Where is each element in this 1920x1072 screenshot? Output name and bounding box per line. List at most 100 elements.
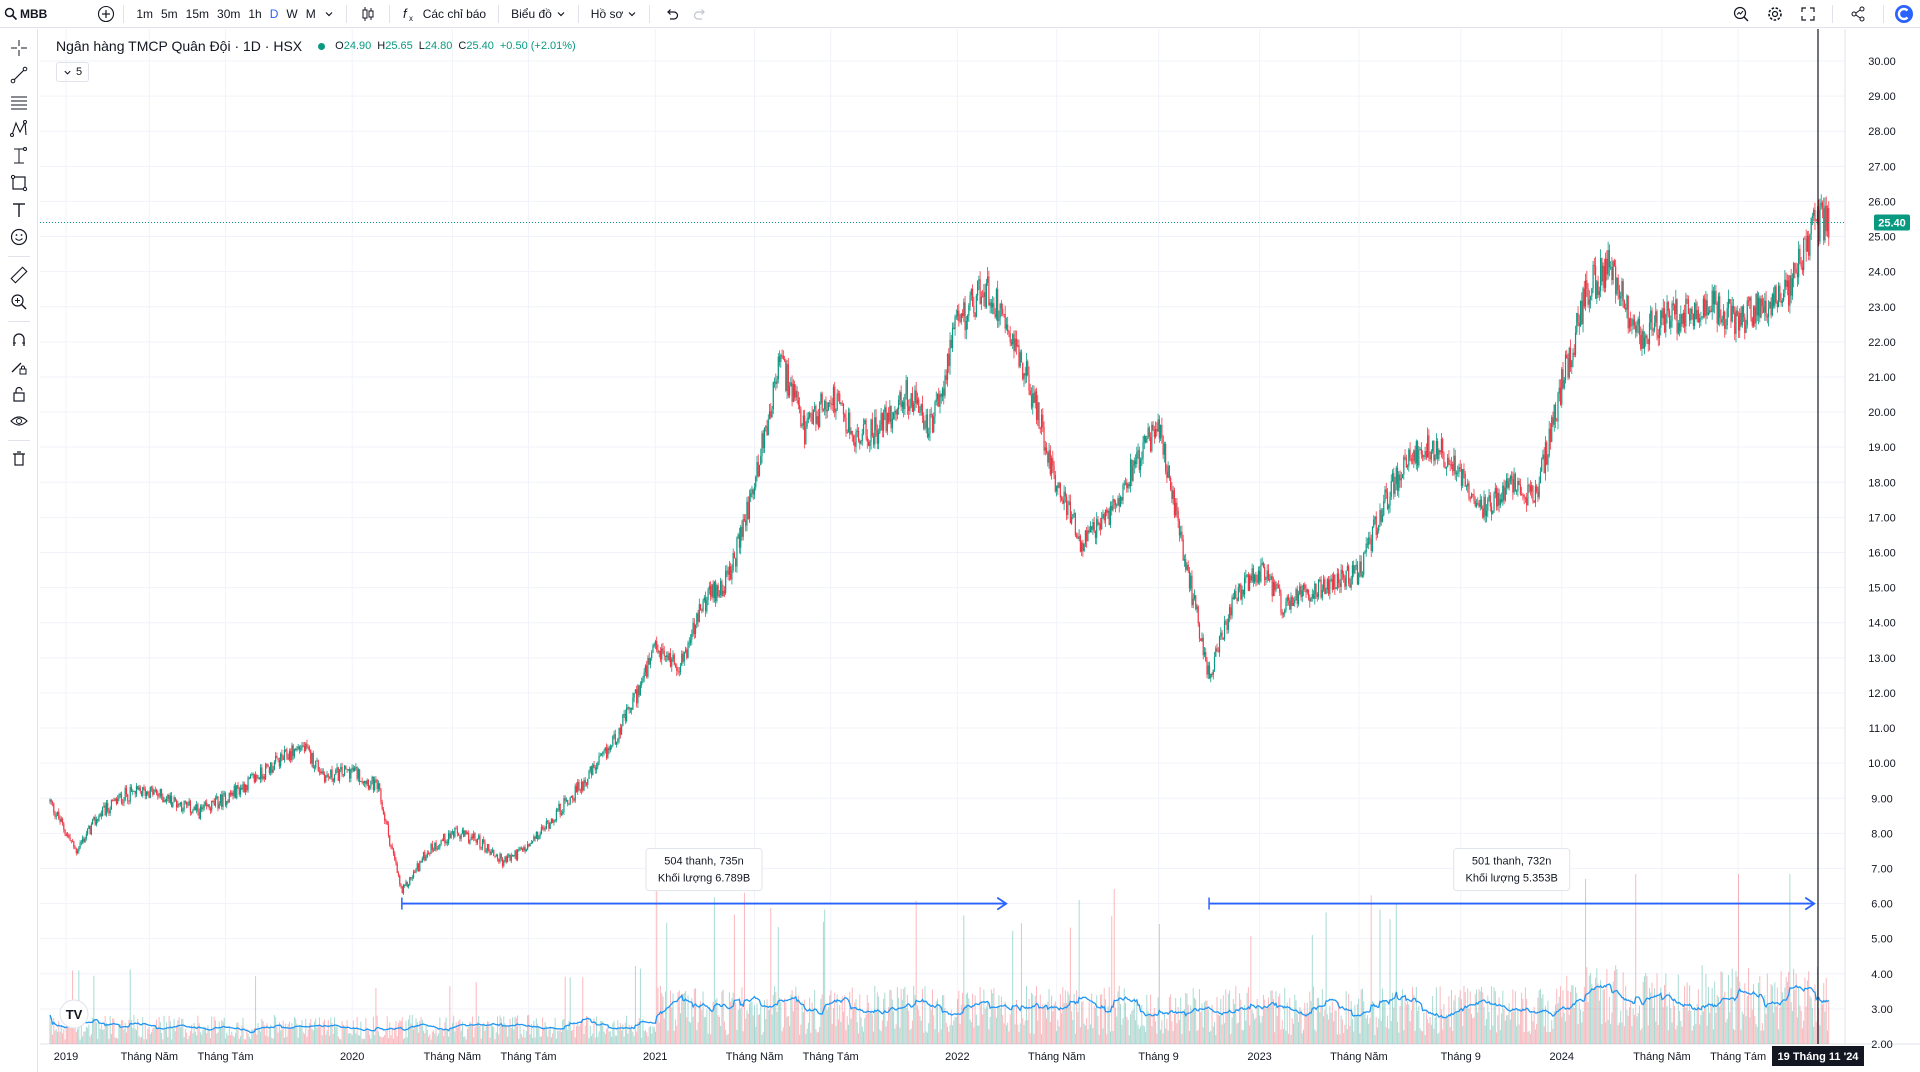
lock-icon [13, 386, 25, 402]
trend-line-tool[interactable] [8, 64, 30, 86]
candle-body [547, 821, 549, 823]
gear-icon [1768, 6, 1782, 21]
zoom-tool[interactable] [8, 291, 30, 313]
volume-bar [1071, 1011, 1073, 1044]
interval-M[interactable]: M [305, 6, 316, 21]
volume-bar [540, 1036, 542, 1044]
volume-bar [736, 1029, 738, 1044]
candle-body [847, 412, 850, 433]
candle-body [614, 734, 616, 745]
projection-tool[interactable] [8, 145, 30, 167]
price-axis[interactable]: 30.0029.0028.0027.0026.0025.0024.0023.00… [1868, 56, 1910, 1051]
candle-body [664, 655, 667, 658]
magnet-tool[interactable] [8, 329, 30, 351]
candle-body [163, 800, 165, 802]
chart-style-button[interactable] [355, 0, 381, 28]
drawing-lock-tool[interactable] [8, 356, 30, 378]
interval-5m[interactable]: 5m [161, 6, 178, 21]
candle-body [1411, 460, 1414, 462]
chart-menu-button[interactable]: Biểu đồ [507, 0, 570, 28]
volume-bar [618, 1028, 620, 1044]
candle-body [1668, 310, 1671, 328]
redo-button[interactable] [686, 0, 714, 28]
volume-bar [257, 1023, 259, 1044]
volume-bar [807, 1022, 809, 1044]
candle-body [882, 412, 885, 431]
interval-30m[interactable]: 30m [217, 6, 241, 21]
crosshair-tool[interactable] [8, 37, 30, 59]
candle-body [410, 877, 412, 879]
fib-tool[interactable] [8, 91, 30, 113]
profile-menu-button[interactable]: Hồ sơ [587, 0, 642, 28]
interval-D[interactable]: D [269, 6, 279, 21]
shapes-tool[interactable] [8, 172, 30, 194]
candle-body [1524, 497, 1526, 499]
candle-body [594, 767, 596, 770]
candle-body [426, 853, 428, 858]
screener-button[interactable] [1724, 0, 1758, 28]
interval-15m[interactable]: 15m [185, 6, 210, 21]
volume-bar [1025, 986, 1027, 1044]
pattern-tool[interactable] [8, 118, 30, 140]
candle-body [1029, 390, 1031, 396]
candle-body [297, 746, 299, 749]
volume-bar [771, 1014, 773, 1044]
candle-body [955, 315, 957, 318]
candle-body [1139, 459, 1142, 470]
volume-bar [365, 1018, 367, 1044]
measure-tool[interactable] [8, 264, 30, 286]
candle-body [1617, 277, 1619, 291]
volume-bar [311, 1028, 313, 1044]
compare-button[interactable] [97, 0, 115, 28]
settings-button[interactable] [1758, 0, 1792, 28]
interval-1m[interactable]: 1m [136, 6, 153, 21]
interval-W[interactable]: W [286, 6, 298, 21]
share-button[interactable] [1841, 0, 1875, 28]
remove-drawings-tool[interactable] [8, 448, 30, 470]
volume-bar [315, 1018, 317, 1044]
volume-bar [292, 1028, 294, 1044]
candle-body [923, 415, 925, 429]
volume-bar [1523, 1031, 1525, 1044]
volume-bar [1112, 1030, 1114, 1044]
indicator-count: 5 [76, 66, 83, 78]
candle-body [865, 420, 867, 437]
candle-body [740, 527, 742, 548]
volume-bar [1518, 1024, 1520, 1044]
volume-bar [283, 1037, 285, 1044]
symbol-search[interactable]: MBB [0, 0, 47, 28]
candle-body [702, 600, 704, 611]
interval-dropdown[interactable] [320, 0, 338, 28]
fullscreen-button[interactable] [1792, 0, 1824, 28]
candle-body [1746, 300, 1748, 325]
volume-bar [1476, 989, 1478, 1044]
text-tool[interactable] [8, 199, 30, 221]
measure-info-box [1453, 848, 1571, 892]
volume-bar [1453, 1000, 1455, 1044]
candle-body [217, 796, 219, 809]
legend-open-key: O [335, 40, 344, 52]
indicators-collapse-toggle[interactable]: 5 [56, 62, 90, 82]
candle-body [1275, 584, 1277, 591]
candle-body [415, 869, 417, 873]
volume-bar [1398, 1032, 1400, 1044]
candle-body [864, 420, 866, 424]
visibility-tool[interactable] [8, 410, 30, 432]
interval-1h[interactable]: 1h [248, 6, 262, 21]
candle-body [580, 781, 583, 791]
time-axis[interactable]: 2019 Tháng Năm Tháng Tám 2020 Tháng Năm Tháng… [54, 1046, 1864, 1066]
search-icon [4, 7, 18, 20]
candle-body [943, 388, 945, 396]
candle-body [1124, 482, 1127, 484]
candle-body [404, 885, 406, 886]
lock-tool[interactable] [8, 383, 30, 405]
app-logo[interactable] [1892, 0, 1920, 28]
candle-body [924, 428, 926, 429]
candle-body [1488, 495, 1490, 500]
undo-button[interactable] [658, 0, 686, 28]
emoji-tool[interactable] [8, 226, 30, 248]
candle-body [966, 315, 969, 321]
